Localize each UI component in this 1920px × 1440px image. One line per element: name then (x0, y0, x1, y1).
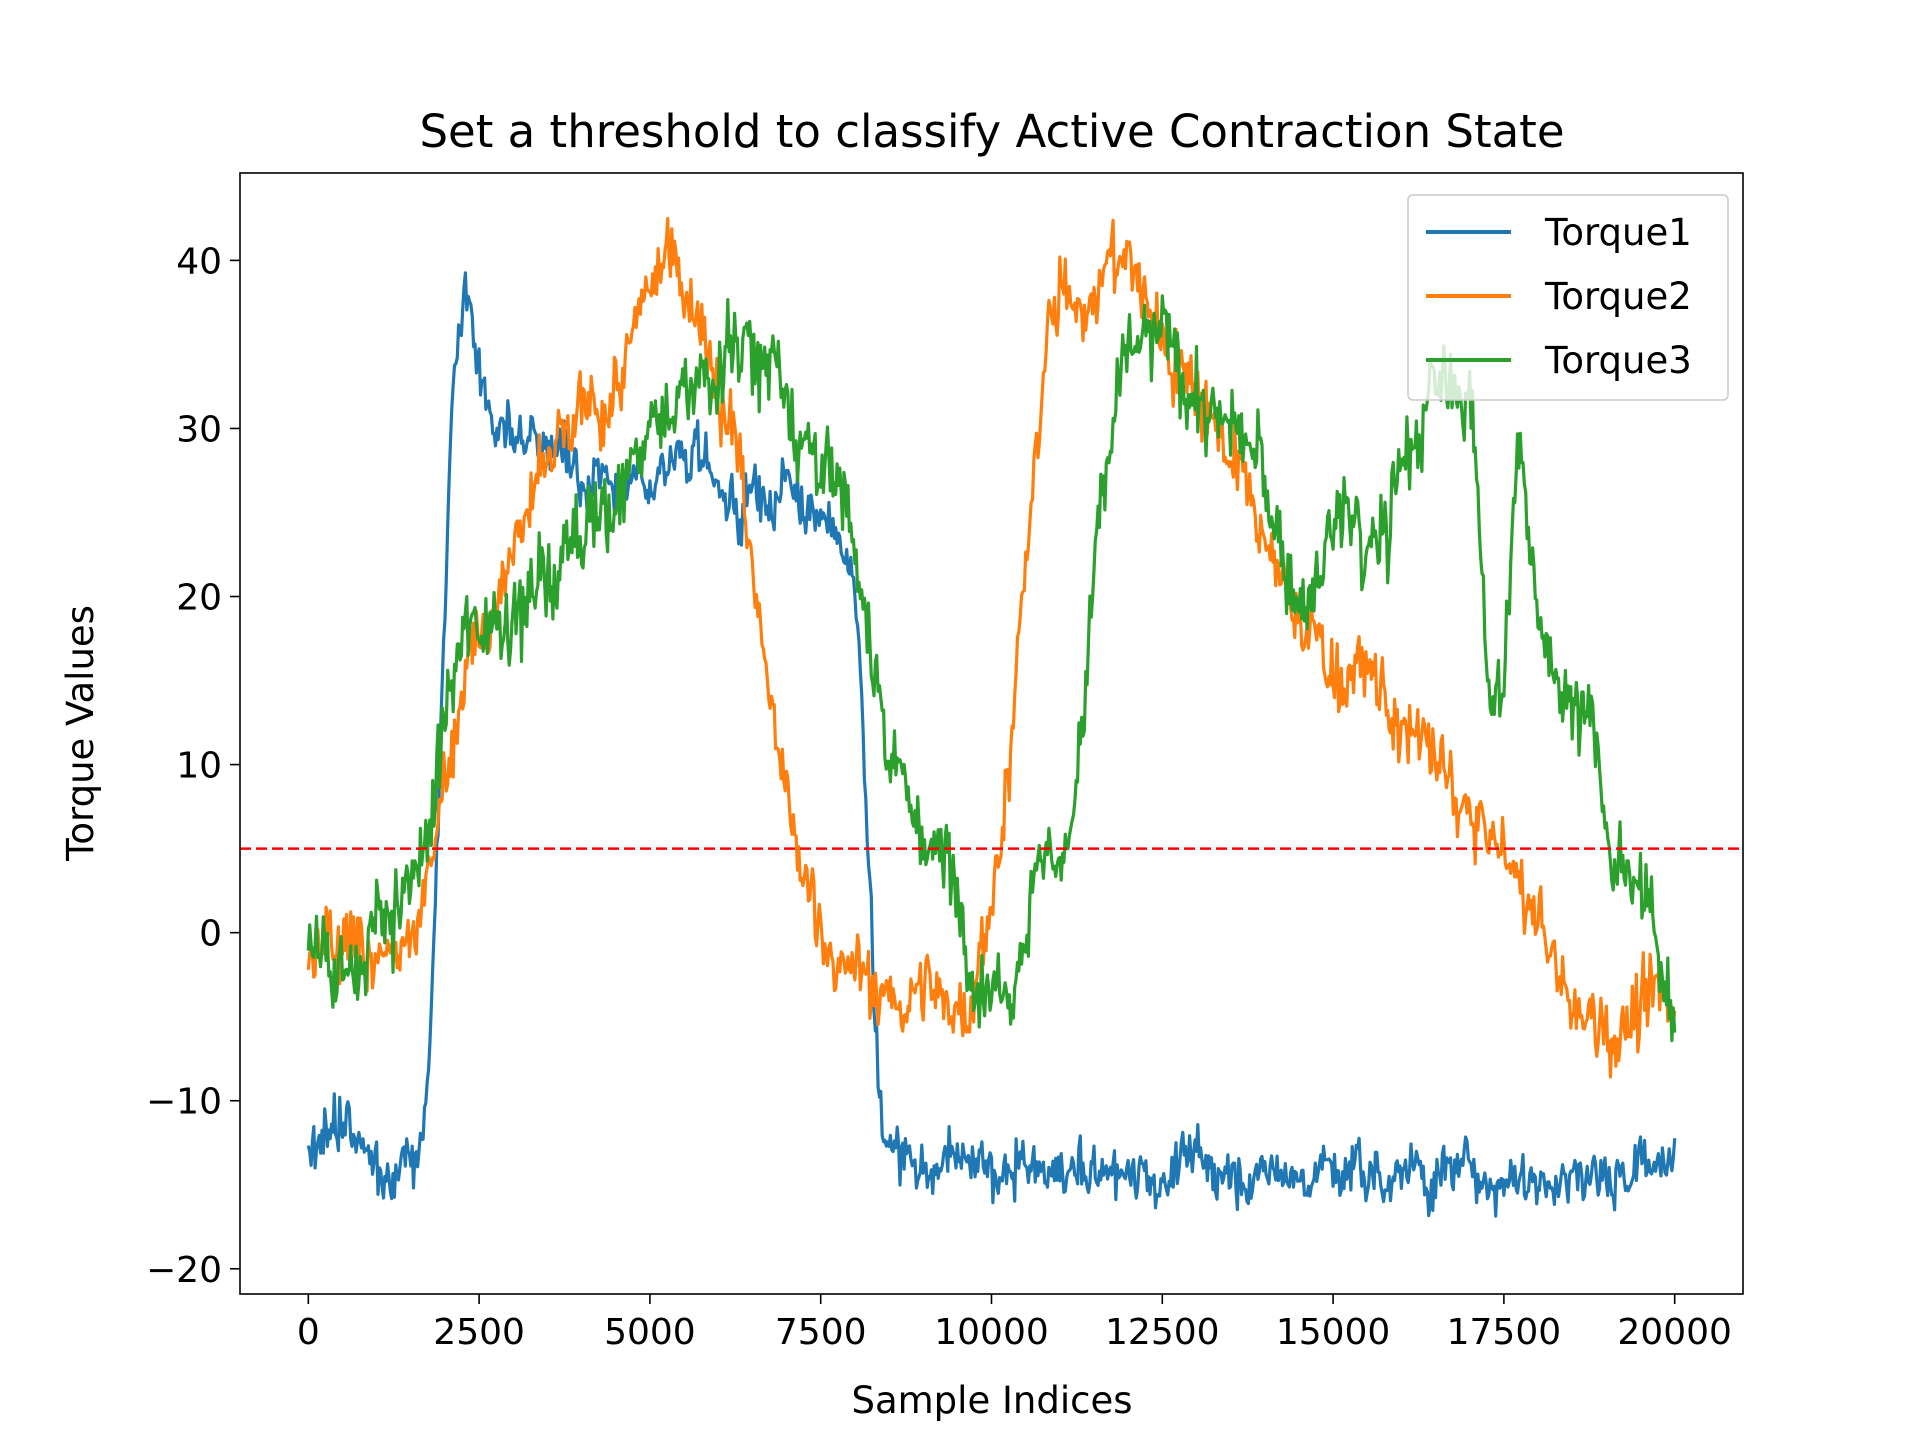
legend-label-torque3: Torque3 (1544, 339, 1692, 382)
y-tick-label: −10 (146, 1082, 222, 1123)
x-axis-ticks: 0 2500 5000 7500 10000 12500 15000 17500 20000 (297, 1294, 1732, 1353)
y-axis-label: Torque Values (59, 605, 102, 862)
chart-title: Set a threshold to classify Active Contr… (419, 105, 1564, 158)
y-tick-label: 0 (199, 914, 222, 955)
x-tick-label: 12500 (1105, 1312, 1220, 1353)
x-tick-label: 20000 (1617, 1312, 1732, 1353)
x-tick-label: 17500 (1447, 1312, 1562, 1353)
y-tick-label: 40 (176, 241, 222, 282)
legend-label-torque2: Torque2 (1544, 275, 1692, 318)
y-tick-label: 10 (176, 746, 222, 787)
x-tick-label: 2500 (433, 1312, 525, 1353)
x-tick-label: 0 (297, 1312, 320, 1353)
y-tick-label: 30 (176, 409, 222, 450)
legend-label-torque1: Torque1 (1544, 211, 1692, 254)
x-tick-label: 7500 (775, 1312, 867, 1353)
x-tick-label: 10000 (934, 1312, 1049, 1353)
series-line-torque1 (306, 271, 1677, 1218)
series-layer (306, 217, 1677, 1218)
y-axis-ticks: −20 −10 0 10 20 30 40 (146, 241, 240, 1291)
x-tick-label: 15000 (1276, 1312, 1391, 1353)
y-tick-label: 20 (176, 578, 222, 619)
legend-box (1407, 194, 1729, 401)
y-tick-label: −20 (146, 1250, 222, 1291)
x-tick-label: 5000 (604, 1312, 696, 1353)
series-line-torque2 (306, 217, 1677, 1079)
series-line-torque3 (306, 294, 1677, 1043)
legend: Torque1 Torque2 Torque3 (1407, 194, 1729, 401)
x-axis-label: Sample Indices (851, 1379, 1132, 1422)
